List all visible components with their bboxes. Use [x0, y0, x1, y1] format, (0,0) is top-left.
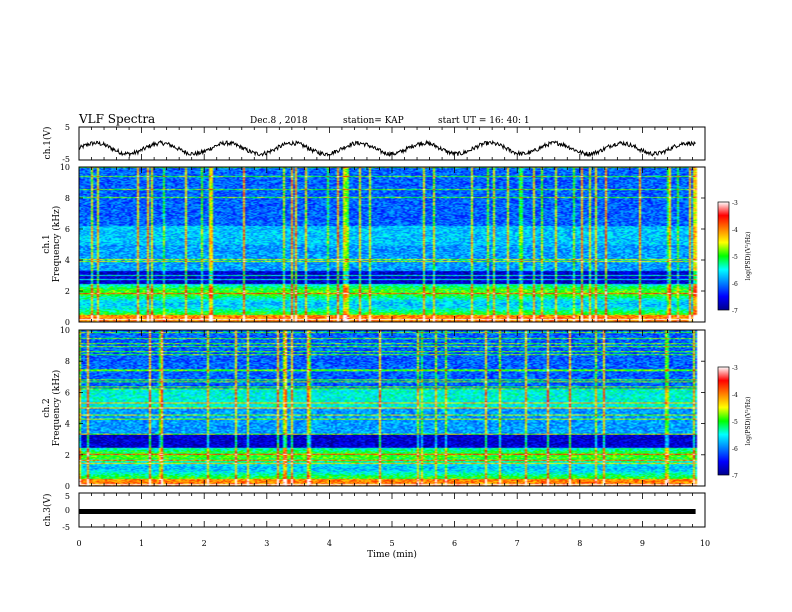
station-label: station= KAP	[343, 116, 404, 126]
ch2-colorbar-tick: -5	[732, 419, 738, 426]
ch1-colorbar-tick: -7	[732, 308, 738, 315]
ch2-colorbar-frame	[717, 366, 730, 476]
spectrogram-ytick: 0	[65, 318, 70, 327]
ch1-ytick-5: 5	[65, 123, 70, 132]
spectrogram-ytick: 4	[65, 420, 70, 429]
ch1-colorbar-tick: -3	[732, 200, 738, 207]
ch1-colorbar: log(PSD)(V²/Hz)	[717, 201, 752, 311]
ch2-colorbar-label: log(PSD)(V²/Hz)	[745, 397, 752, 446]
x-tick-label: 0	[76, 539, 81, 548]
time-ticks	[78, 127, 706, 527]
ch2-colorbar-tick: -7	[732, 473, 738, 480]
ch1-spectrogram-image	[79, 167, 705, 322]
x-tick-label: 8	[577, 539, 582, 548]
x-tick-labels: 0 1 2 3 4 5 6 7 8 9 10	[76, 539, 710, 548]
spectrogram-ytick: 10	[60, 163, 70, 172]
spectrogram-ytick: 6	[65, 225, 70, 234]
spectrogram-ytick: 4	[65, 256, 70, 265]
ch2-colorbar-gradient	[718, 367, 729, 475]
ch1-waveform-line	[78, 139, 696, 158]
x-tick-label: 5	[389, 539, 394, 548]
spectrogram-ytick: 6	[65, 388, 70, 397]
date-label: Dec.8 , 2018	[250, 116, 308, 126]
ch3-ytick-0: 0	[65, 506, 70, 515]
ch1-colorbar-frame	[717, 201, 730, 311]
x-axis-label: Time (min)	[367, 549, 417, 560]
x-tick-label: 1	[139, 539, 144, 548]
x-tick-label: 7	[515, 539, 520, 548]
x-tick-label: 9	[640, 539, 645, 548]
spectrogram-ytick: 2	[65, 451, 70, 460]
spectrogram-ytick: 8	[65, 194, 70, 203]
ch2-colorbar-tick: -3	[732, 365, 738, 372]
figure-title: VLF Spectra	[78, 112, 155, 126]
ch2-spectrogram-ylabel-channel: ch.2	[42, 398, 52, 417]
ch3-ytick-minus5: -5	[62, 523, 70, 532]
ch1-colorbar-gradient	[718, 202, 729, 310]
ch1-colorbar-tick: -5	[732, 254, 738, 261]
ch2-spectrogram-image	[79, 330, 705, 486]
x-tick-label: 6	[452, 539, 457, 548]
ch2-colorbar-tick: -4	[732, 392, 738, 399]
ch3-ytick-5: 5	[65, 492, 70, 501]
ch1-colorbar-tick: -6	[732, 281, 738, 288]
spectrogram-ytick: 10	[60, 326, 70, 335]
x-tick-label: 10	[700, 539, 710, 548]
spectrogram-ytick: 2	[65, 287, 70, 296]
ch1-colorbar-label: log(PSD)(V²/Hz)	[745, 232, 752, 281]
ch1-spectrogram-ylabel-channel: ch.1	[42, 234, 52, 253]
x-tick-label: 2	[202, 539, 207, 548]
ch3-waveform-line	[79, 509, 696, 514]
spectrogram-ytick: 0	[65, 482, 70, 491]
ch1-spectrogram-ylabel-frequency: Frequency (kHz)	[51, 206, 62, 283]
ch2-spectrogram-ylabel-frequency: Frequency (kHz)	[51, 370, 62, 447]
ch2-colorbar-tick: -6	[732, 446, 738, 453]
ch2-spectrogram-panel: 0 2 4 6 8 10 ch.2 Frequency (kHz)	[42, 326, 706, 491]
ch1-spectrogram-panel: 0 2 4 6 8 10 ch.1 Frequency (kHz)	[42, 163, 706, 327]
x-tick-label: 3	[264, 539, 269, 548]
ch1-waveform-ylabel: ch.1(V)	[42, 127, 53, 160]
start-time-label: start UT = 16: 40: 1	[438, 116, 530, 126]
ch2-colorbar: log(PSD)(V²/Hz)	[717, 366, 752, 476]
x-tick-label: 4	[327, 539, 332, 548]
ch3-waveform-ylabel: ch.3(V)	[42, 494, 53, 527]
spectrogram-ytick: 8	[65, 357, 70, 366]
ch1-colorbar-tick: -4	[732, 227, 738, 234]
ch1-ytick-minus5: -5	[62, 155, 70, 164]
